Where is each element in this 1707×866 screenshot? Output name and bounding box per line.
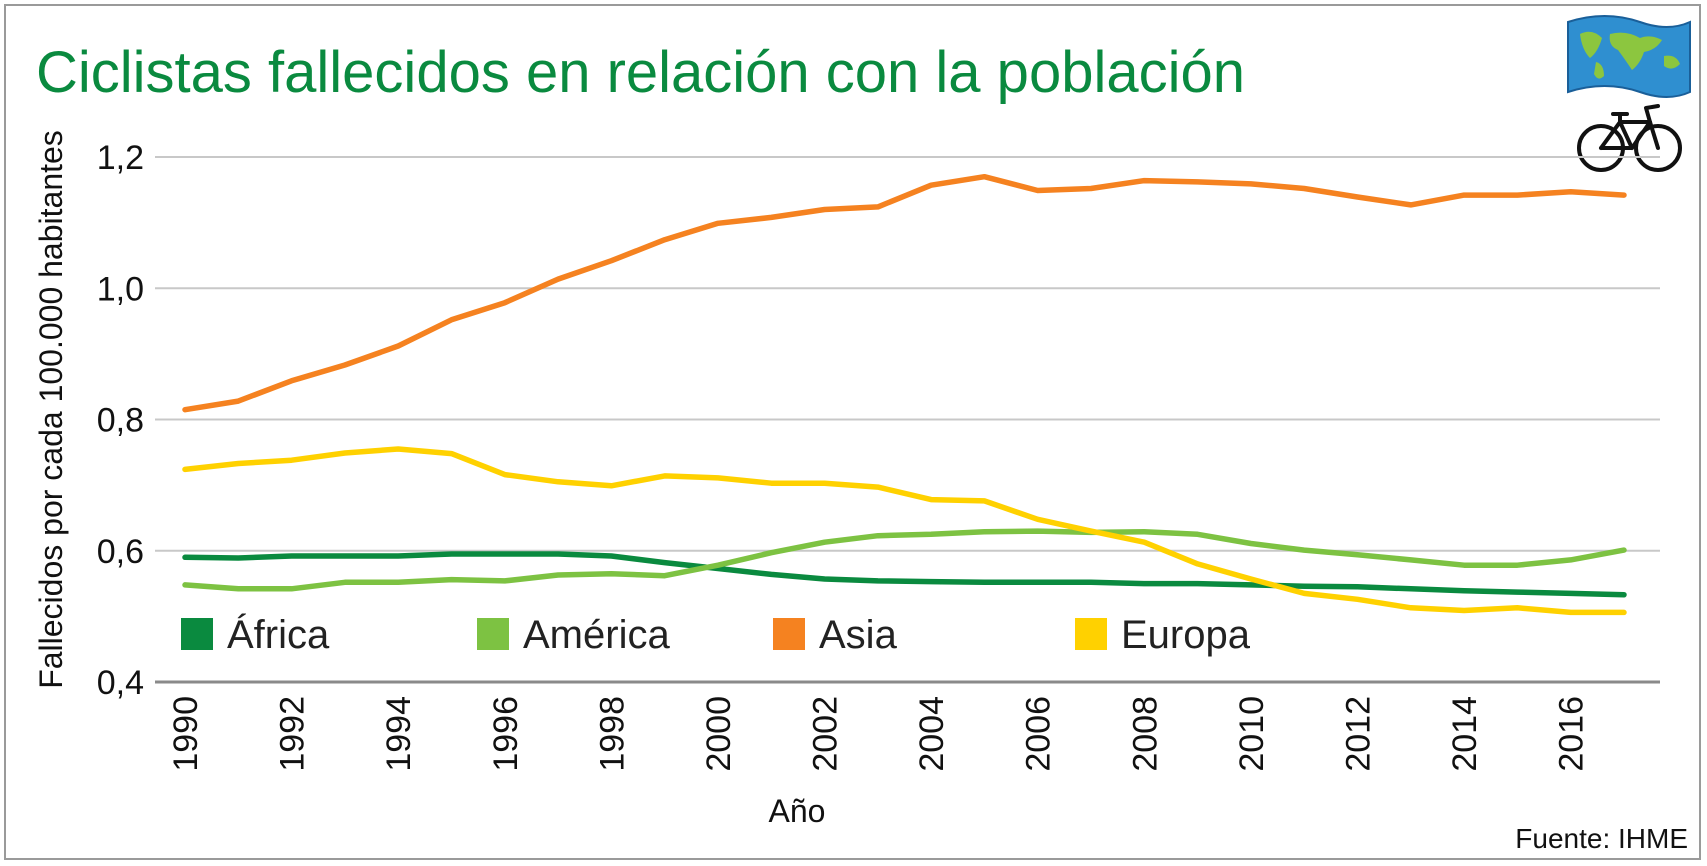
series-line-africa: [182, 551, 1627, 598]
y-tick-label: 0,6: [97, 533, 144, 571]
world-flag-icon: [1567, 15, 1691, 98]
x-tick-label: 2012: [1340, 696, 1378, 772]
x-tick-label: 1992: [274, 696, 312, 772]
x-axis-ticks: 1990 1992 1994 1996 1998 2000 2002 2004 2006 2008…: [167, 696, 1591, 772]
x-tick-label: 1994: [380, 696, 418, 772]
x-tick-label: 2014: [1446, 696, 1484, 772]
series-line-europa: [182, 446, 1627, 616]
x-tick-label: 2004: [913, 696, 951, 772]
x-tick-label: 1990: [167, 696, 205, 772]
y-tick-label: 0,4: [97, 664, 144, 702]
series-lines: [182, 173, 1627, 616]
legend-label-africa: África: [227, 612, 330, 657]
y-tick-label: 1,2: [97, 139, 144, 177]
series-line-asia: [182, 173, 1627, 413]
x-tick-label: 2010: [1233, 696, 1271, 772]
bicycle-icon: [1577, 104, 1682, 172]
chart-frame: [4, 4, 1701, 860]
y-tick-label: 0,8: [97, 402, 144, 440]
legend-swatch-america: [477, 618, 509, 650]
legend-label-europa: Europa: [1121, 613, 1251, 657]
x-tick-label: 2002: [807, 696, 845, 772]
x-tick-label: 2000: [700, 696, 738, 772]
x-tick-label: 1996: [487, 696, 525, 772]
y-axis-ticks: 0,4 0,6 0,8 1,0 1,2: [97, 139, 144, 702]
legend: África América Asia Europa: [181, 612, 1251, 657]
legend-swatch-asia: [773, 618, 805, 650]
x-axis-label: Año: [769, 793, 826, 829]
x-tick-label: 2016: [1553, 696, 1591, 772]
legend-swatch-europa: [1075, 618, 1107, 650]
source-note: Fuente: IHME: [1515, 823, 1688, 854]
legend-label-america: América: [523, 613, 670, 657]
y-tick-label: 1,0: [97, 270, 144, 308]
legend-swatch-africa: [181, 618, 213, 650]
x-tick-label: 1998: [593, 696, 631, 772]
legend-label-asia: Asia: [819, 613, 898, 657]
x-tick-label: 2006: [1020, 696, 1058, 772]
chart-title: Ciclistas fallecidos en relación con la …: [36, 40, 1245, 105]
x-tick-label: 2008: [1126, 696, 1164, 772]
y-axis-label: Fallecidos por cada 100.000 habitantes: [33, 130, 69, 689]
series-line-america: [182, 528, 1627, 592]
grid: [155, 156, 1660, 552]
